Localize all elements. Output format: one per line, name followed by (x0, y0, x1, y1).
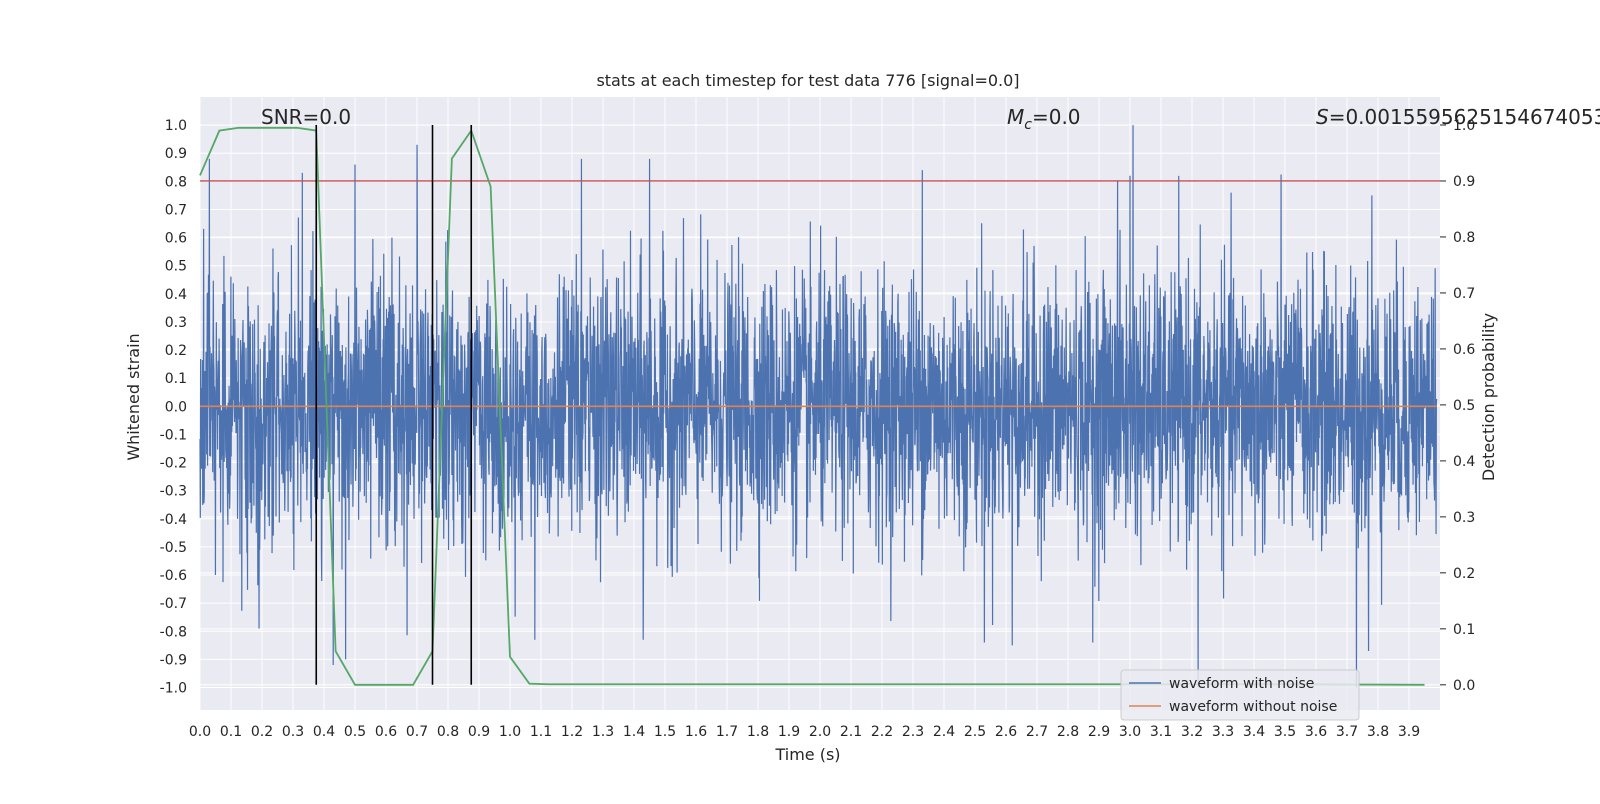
x-tick-label: 2.9 (1088, 724, 1110, 740)
legend-box (1120, 669, 1360, 721)
x-tick-label: 0.1 (220, 724, 242, 740)
y2-tick-label: 0.6 (1453, 342, 1475, 358)
y2-tick-labels: 1.0 0.9 0.8 0.7 0.6 0.5 0.4 0.3 0.2 0.1 0.0 (1440, 118, 1475, 694)
x-tick-label: 0.9 (468, 724, 490, 740)
y2-tick-label: 1.0 (1453, 118, 1475, 134)
x-tick-label: 1.5 (654, 724, 676, 740)
x-tick-label: 0.4 (313, 724, 335, 740)
s-value: =0.0015595625154674053 (1329, 105, 1600, 129)
y-tick-label: -0.3 (160, 484, 187, 500)
x-axis-label: Time (s) (774, 745, 840, 764)
noise-waveform-line (199, 125, 1438, 688)
x-tick-label: 2.4 (933, 724, 955, 740)
chart-title: stats at each timestep for test data 776… (596, 71, 1019, 90)
y-tick-label: 0.4 (165, 287, 187, 303)
y-tick-label: -0.9 (160, 652, 187, 668)
x-tick-label: 2.6 (995, 724, 1017, 740)
s-annotation: S=0.0015595625154674053 (1316, 105, 1600, 129)
y2-tick-label: 0.3 (1453, 510, 1475, 526)
mc-subscript: c (1024, 117, 1032, 133)
y2-tick-label: 0.2 (1453, 566, 1475, 582)
x-tick-label: 3.1 (1150, 724, 1172, 740)
s-symbol: S (1316, 105, 1329, 129)
x-tick-label: 3.3 (1212, 724, 1234, 740)
x-tick-label: 0.5 (344, 724, 366, 740)
x-tick-label: 1.8 (747, 724, 769, 740)
mc-annotation: Mc=0.0 (1007, 105, 1081, 133)
x-tick-label: 3.4 (1243, 724, 1265, 740)
x-tick-label: 0.2 (251, 724, 273, 740)
probability-series (199, 126, 1425, 686)
legend: waveform with noise waveform without noi… (1120, 669, 1360, 721)
mc-value: =0.0 (1032, 105, 1081, 129)
x-tick-label: 3.8 (1367, 724, 1389, 740)
y-tick-label: 0.3 (165, 315, 187, 331)
y-tick-label: 0.6 (165, 231, 187, 247)
y2-tick-label: 0.0 (1453, 678, 1475, 694)
x-tick-label: 3.5 (1274, 724, 1296, 740)
y-tick-label: -0.5 (160, 540, 187, 556)
legend-label-clean: waveform without noise (1169, 699, 1337, 715)
x-tick-label: 2.0 (809, 724, 831, 740)
y-tick-label: 0.5 (165, 259, 187, 275)
snr-annotation: SNR=0.0 (261, 105, 351, 129)
x-tick-label: 1.1 (530, 724, 552, 740)
x-tick-label: 2.5 (964, 724, 986, 740)
x-tick-label: 1.3 (592, 724, 614, 740)
y-tick-label: -0.1 (160, 427, 187, 443)
y-axis-label: Whitened strain (124, 333, 143, 460)
event-vlines (315, 124, 473, 685)
x-tick-label: 0.6 (375, 724, 397, 740)
x-tick-label: 3.2 (1181, 724, 1203, 740)
mc-symbol: M (1007, 105, 1024, 129)
x-tick-label: 0.8 (437, 724, 459, 740)
y-tick-label: 0.1 (165, 371, 187, 387)
x-tick-label: 2.2 (871, 724, 893, 740)
x-tick-label: 1.6 (685, 724, 707, 740)
x-tick-label: 1.2 (561, 724, 583, 740)
y-tick-label: 0.9 (165, 146, 187, 162)
x-tick-label: 0.7 (406, 724, 428, 740)
x-tick-label: 3.7 (1336, 724, 1358, 740)
x-tick-labels: 0.0 0.1 0.2 0.3 0.4 0.5 0.6 0.7 0.8 0.9 1.0 1.1 1.2 1… (189, 724, 1420, 740)
y2-tick-label: 0.4 (1453, 454, 1475, 470)
y-tick-label: 0.7 (165, 202, 187, 218)
x-tick-label: 3.0 (1119, 724, 1141, 740)
y2-tick-label: 0.8 (1453, 230, 1475, 246)
y2-axis-label: Detection probability (1479, 313, 1498, 481)
x-tick-label: 3.9 (1398, 724, 1420, 740)
x-tick-label: 2.1 (840, 724, 862, 740)
y2-tick-label: 0.1 (1453, 622, 1475, 638)
x-tick-label: 1.7 (716, 724, 738, 740)
y-tick-label: -0.2 (160, 456, 187, 472)
y-tick-label: 1.0 (165, 118, 187, 134)
probability-line (199, 126, 1425, 686)
legend-label-noise: waveform with noise (1169, 676, 1314, 692)
y2-tick-label: 0.5 (1453, 398, 1475, 414)
x-tick-label: 2.3 (902, 724, 924, 740)
y-tick-label: 0.2 (165, 343, 187, 359)
noise-waveform-series (199, 125, 1438, 688)
y2-tick-label: 0.7 (1453, 286, 1475, 302)
y-tick-label: -0.4 (160, 512, 187, 528)
y-tick-labels: 1.0 0.9 0.8 0.7 0.6 0.5 0.4 0.3 0.2 0.1 0.0 -0.1 -0.… (160, 118, 187, 696)
x-tick-label: 0.3 (282, 724, 304, 740)
x-tick-label: 1.0 (499, 724, 521, 740)
x-tick-label: 2.8 (1057, 724, 1079, 740)
y-tick-label: -0.6 (160, 568, 187, 584)
x-tick-label: 3.6 (1305, 724, 1327, 740)
x-tick-label: 0.0 (189, 724, 211, 740)
y-tick-label: 0.8 (165, 174, 187, 190)
y-tick-label: -0.8 (160, 624, 187, 640)
y-tick-label: -0.7 (160, 596, 187, 612)
y-tick-label: -1.0 (160, 681, 187, 697)
x-tick-label: 1.4 (623, 724, 645, 740)
x-tick-label: 2.7 (1026, 724, 1048, 740)
y2-tick-label: 0.9 (1453, 174, 1475, 190)
x-tick-label: 1.9 (778, 724, 800, 740)
y-tick-label: 0.0 (165, 399, 187, 415)
